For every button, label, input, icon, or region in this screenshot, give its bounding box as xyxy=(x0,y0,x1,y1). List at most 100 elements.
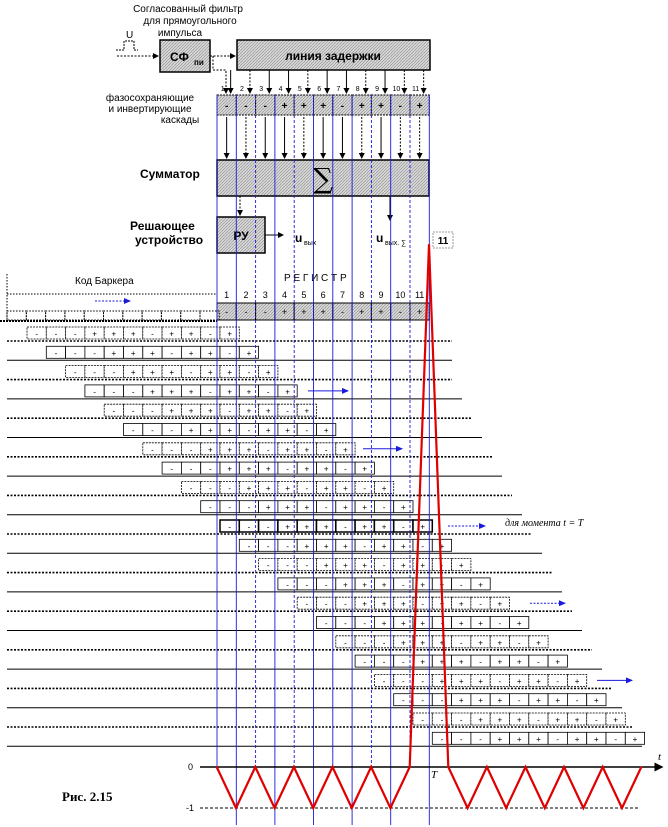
sum-output-subscript: вых. ∑ xyxy=(385,240,406,247)
matched-filter-subscript: пи xyxy=(194,58,204,67)
row-sign: + xyxy=(285,484,290,493)
row-sign: - xyxy=(267,542,270,551)
row-sign: - xyxy=(190,445,193,454)
stage-sign: - xyxy=(225,101,228,112)
register-number: 9 xyxy=(379,290,384,300)
shifted-code-row: - - - + + + - + + - + xyxy=(7,558,552,574)
row-sign: + xyxy=(131,368,136,377)
row-sign: - xyxy=(614,735,617,744)
row-cell xyxy=(547,712,568,726)
stage-cell xyxy=(332,94,353,116)
row-cell xyxy=(528,635,549,649)
stage-cell xyxy=(351,94,372,116)
summator-block: ∑ xyxy=(216,159,430,197)
row-sign: + xyxy=(343,445,348,454)
row-sign: + xyxy=(478,580,483,589)
output-subscript: вых xyxy=(304,240,317,247)
row-sign: - xyxy=(595,716,598,725)
row-sign: - xyxy=(383,638,386,647)
row-cell xyxy=(258,365,279,379)
matched-filter-label: СФ xyxy=(170,50,189,64)
row-sign: + xyxy=(324,561,329,570)
phase-stages: 1 - 2 - 3 - 4 +5 +6 +7 - 8 +9 +10 - 11 + xyxy=(216,70,430,159)
row-sign: + xyxy=(285,523,290,532)
stage-cell xyxy=(390,94,411,116)
row-sign: + xyxy=(440,658,445,667)
shifted-code-row: - - - + + + - + + - + xyxy=(7,654,602,670)
row-sign: - xyxy=(74,349,77,358)
input-pulse-icon xyxy=(116,40,138,51)
row-sign: - xyxy=(325,600,328,609)
row-cell xyxy=(335,596,356,610)
row-sign: + xyxy=(208,407,213,416)
stage-cell xyxy=(216,94,237,116)
row-sign: - xyxy=(441,735,444,744)
row-sign: - xyxy=(190,368,193,377)
row-sign: + xyxy=(208,445,213,454)
register-sign: + xyxy=(301,307,306,317)
row-sign: - xyxy=(306,580,309,589)
row-sign: + xyxy=(169,407,174,416)
row-sign: - xyxy=(479,658,482,667)
row-cell xyxy=(431,674,452,687)
acf-point xyxy=(331,766,334,768)
row-sign: + xyxy=(420,580,425,589)
shifted-code-row: - - - + + + - + + - + xyxy=(7,635,592,651)
row-sign: - xyxy=(421,716,424,725)
row-sign: + xyxy=(382,580,387,589)
register-sign: + xyxy=(282,307,287,317)
acf-point xyxy=(408,766,411,768)
row-sign: - xyxy=(344,465,347,474)
row-cell xyxy=(624,731,645,745)
row-cell xyxy=(547,674,568,687)
row-sign: + xyxy=(189,426,194,435)
row-sign: + xyxy=(440,677,445,686)
row-sign: - xyxy=(518,696,521,705)
row-cell xyxy=(470,635,491,649)
row-sign: + xyxy=(266,465,271,474)
row-sign: - xyxy=(132,426,135,435)
row-sign: - xyxy=(421,600,424,609)
row-sign: + xyxy=(594,735,599,744)
row-sign: - xyxy=(151,407,154,416)
shifted-code-row: - - - + + + - + + - + xyxy=(7,365,452,381)
row-sign: - xyxy=(286,542,289,551)
row-sign: - xyxy=(190,484,193,493)
row-sign: - xyxy=(576,696,579,705)
row-sign: + xyxy=(285,426,290,435)
row-sign: - xyxy=(267,445,270,454)
row-sign: + xyxy=(536,677,541,686)
row-sign: - xyxy=(286,465,289,474)
stage-cell xyxy=(274,94,295,116)
row-sign: + xyxy=(285,503,290,512)
title-line-3: импульса xyxy=(158,28,203,39)
stage-sign: + xyxy=(320,101,326,112)
row-sign: + xyxy=(517,658,522,667)
tap-number: 10 xyxy=(392,86,400,93)
row-sign: + xyxy=(324,523,329,532)
row-sign: + xyxy=(208,368,213,377)
row-cell xyxy=(277,442,298,456)
stage-sign: + xyxy=(378,101,384,112)
row-cell xyxy=(489,596,510,610)
register-number: 2 xyxy=(243,290,248,300)
row-sign: + xyxy=(459,677,464,686)
shifted-code-rows: - - - + + + - + + - +- - - + + + - + + - +- - - + + + - + + - +- - - + + + -… xyxy=(7,326,645,747)
row-cell xyxy=(470,712,491,726)
row-sign: - xyxy=(479,600,482,609)
register-guide-lines xyxy=(216,95,430,825)
row-cell xyxy=(373,558,395,571)
row-sign: + xyxy=(343,561,348,570)
tap-number: 3 xyxy=(259,86,263,93)
shifted-code-row: - - - + + + - + + - + xyxy=(7,442,492,458)
row-sign: - xyxy=(113,368,116,377)
row-sign: + xyxy=(343,503,348,512)
row-cell xyxy=(547,654,568,668)
row-sign: - xyxy=(113,387,116,396)
row-sign: - xyxy=(325,580,328,589)
row-sign: - xyxy=(441,561,444,570)
row-sign: + xyxy=(401,503,406,512)
row-sign: + xyxy=(498,600,503,609)
shifted-code-row: - - - + + + - + + - + xyxy=(7,480,512,497)
